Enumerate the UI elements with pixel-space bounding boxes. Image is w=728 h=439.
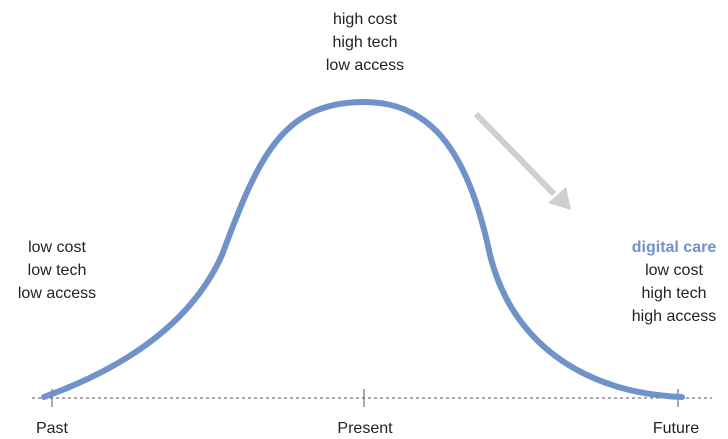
past-cost: low cost — [28, 239, 86, 256]
present-stage-description: high cost high tech low access — [290, 8, 440, 77]
timeline-label-present: Present — [337, 420, 393, 437]
future-stage-description: digital care low cost high tech high acc… — [612, 236, 728, 328]
past-tech: low tech — [27, 262, 87, 279]
trend-arrow-head — [548, 187, 571, 210]
trend-arrow — [473, 111, 557, 197]
timeline-label-future: Future — [652, 420, 700, 437]
past-access: low access — [17, 285, 97, 302]
present-access: low access — [325, 57, 405, 74]
future-tech: high tech — [641, 285, 707, 302]
future-cost: low cost — [645, 262, 703, 279]
present-tech: high tech — [332, 34, 398, 51]
present-cost: high cost — [332, 11, 398, 28]
future-title: digital care — [631, 239, 717, 256]
past-stage-description: low cost low tech low access — [0, 236, 114, 305]
future-access: high access — [631, 308, 717, 325]
bell-curve — [41, 98, 685, 400]
timeline-label-past: Past — [35, 420, 68, 437]
